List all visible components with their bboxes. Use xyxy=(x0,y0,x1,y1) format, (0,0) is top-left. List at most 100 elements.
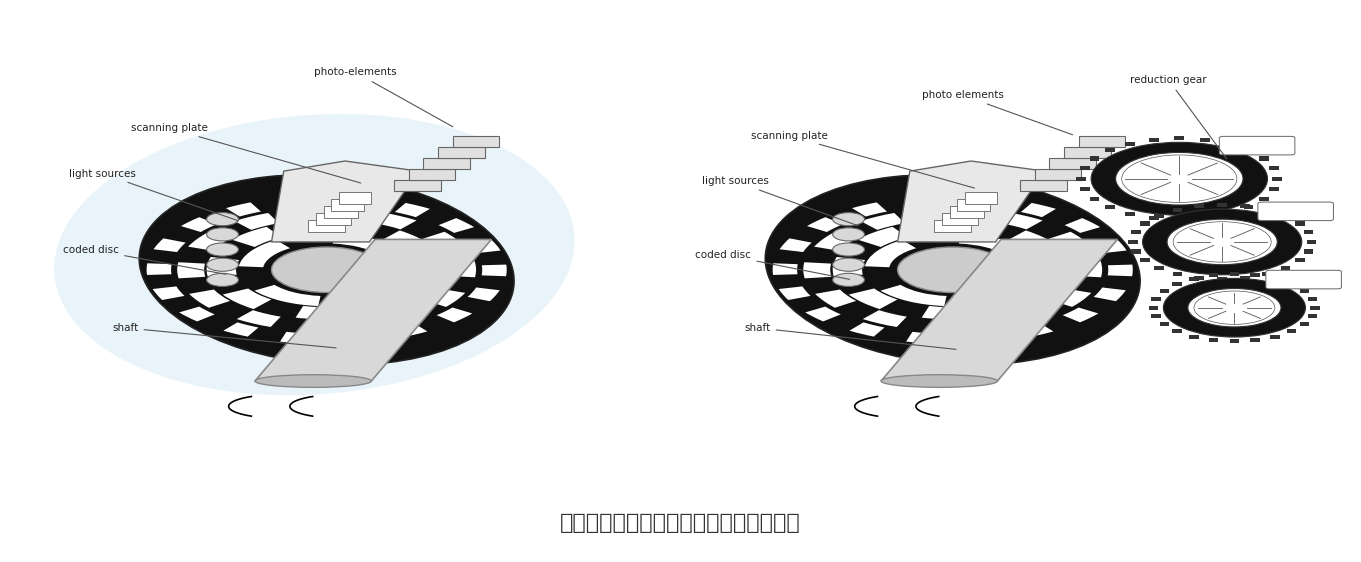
Wedge shape xyxy=(177,262,206,278)
Bar xyxy=(1079,187,1090,191)
Bar xyxy=(1160,289,1169,293)
Wedge shape xyxy=(906,332,936,344)
Wedge shape xyxy=(382,230,430,251)
Wedge shape xyxy=(226,202,261,216)
Text: light sources: light sources xyxy=(701,176,859,226)
FancyBboxPatch shape xyxy=(331,199,365,211)
Bar xyxy=(1281,214,1290,218)
Bar xyxy=(1079,166,1090,170)
Ellipse shape xyxy=(881,375,998,387)
Bar xyxy=(1194,275,1204,280)
Bar xyxy=(1270,334,1279,339)
Wedge shape xyxy=(864,240,916,268)
Wedge shape xyxy=(373,212,416,229)
Wedge shape xyxy=(340,332,370,344)
Polygon shape xyxy=(271,161,419,242)
Wedge shape xyxy=(849,323,885,337)
Wedge shape xyxy=(468,239,501,253)
Bar xyxy=(1294,221,1304,225)
Bar xyxy=(1281,266,1290,270)
FancyBboxPatch shape xyxy=(1258,202,1334,221)
Bar xyxy=(1172,282,1183,286)
Wedge shape xyxy=(309,320,347,332)
Bar xyxy=(1126,212,1135,216)
Bar xyxy=(1229,273,1240,277)
Wedge shape xyxy=(958,233,1025,255)
Wedge shape xyxy=(482,265,506,277)
Text: shaft: shaft xyxy=(744,323,955,350)
Text: scanning plate: scanning plate xyxy=(131,123,361,183)
Bar xyxy=(1286,329,1297,333)
Bar xyxy=(1259,197,1268,201)
Bar xyxy=(1262,208,1271,212)
Ellipse shape xyxy=(765,175,1141,365)
Polygon shape xyxy=(897,161,1044,242)
FancyBboxPatch shape xyxy=(942,213,977,225)
FancyBboxPatch shape xyxy=(308,220,346,232)
Wedge shape xyxy=(332,233,399,255)
FancyBboxPatch shape xyxy=(1021,180,1067,191)
Wedge shape xyxy=(815,289,856,308)
Wedge shape xyxy=(423,232,464,250)
Bar xyxy=(1105,148,1115,152)
Wedge shape xyxy=(773,263,798,275)
Bar xyxy=(1128,240,1138,244)
Text: 从单圈绝对值编码器到多圈绝对值编码器: 从单圈绝对值编码器到多圈绝对值编码器 xyxy=(561,513,800,533)
Polygon shape xyxy=(255,239,491,381)
Bar xyxy=(1251,338,1260,342)
Bar xyxy=(1175,136,1184,140)
Wedge shape xyxy=(969,196,999,208)
Bar xyxy=(1126,142,1135,146)
Wedge shape xyxy=(909,196,939,207)
Wedge shape xyxy=(180,307,215,321)
Circle shape xyxy=(207,258,238,271)
Wedge shape xyxy=(780,238,811,252)
Wedge shape xyxy=(803,262,832,278)
Wedge shape xyxy=(188,233,229,251)
Wedge shape xyxy=(857,227,908,247)
Wedge shape xyxy=(231,227,282,247)
Wedge shape xyxy=(1000,310,1045,327)
FancyBboxPatch shape xyxy=(316,213,351,225)
Bar xyxy=(1224,212,1233,216)
Circle shape xyxy=(207,228,238,241)
Bar xyxy=(1300,323,1309,327)
Text: shaft: shaft xyxy=(112,323,336,348)
Wedge shape xyxy=(234,213,279,230)
Wedge shape xyxy=(207,257,240,277)
Wedge shape xyxy=(154,238,185,252)
Wedge shape xyxy=(238,240,290,268)
Wedge shape xyxy=(1108,265,1132,277)
Wedge shape xyxy=(189,289,230,308)
FancyBboxPatch shape xyxy=(934,220,972,232)
Bar xyxy=(1172,329,1183,333)
Circle shape xyxy=(833,243,864,256)
Wedge shape xyxy=(1063,307,1098,323)
Bar xyxy=(1308,314,1317,318)
Bar xyxy=(1149,306,1158,310)
Wedge shape xyxy=(223,288,271,309)
Bar xyxy=(1244,205,1253,210)
Wedge shape xyxy=(295,306,343,319)
FancyBboxPatch shape xyxy=(950,206,984,218)
Wedge shape xyxy=(881,285,947,306)
Wedge shape xyxy=(966,332,996,344)
FancyBboxPatch shape xyxy=(393,180,441,191)
Bar xyxy=(1151,297,1161,301)
Circle shape xyxy=(897,247,1007,293)
Bar xyxy=(1217,277,1228,281)
Bar xyxy=(1175,217,1184,221)
Wedge shape xyxy=(935,320,973,332)
Wedge shape xyxy=(1094,239,1127,253)
Bar xyxy=(1217,203,1228,207)
Wedge shape xyxy=(425,289,465,307)
Wedge shape xyxy=(998,293,1048,312)
Text: coded disc: coded disc xyxy=(695,250,849,279)
Wedge shape xyxy=(806,307,841,321)
Wedge shape xyxy=(392,323,427,337)
Bar xyxy=(1259,156,1268,161)
Circle shape xyxy=(1194,291,1275,324)
Text: photo elements: photo elements xyxy=(923,90,1072,135)
Circle shape xyxy=(207,273,238,287)
FancyBboxPatch shape xyxy=(408,169,455,180)
